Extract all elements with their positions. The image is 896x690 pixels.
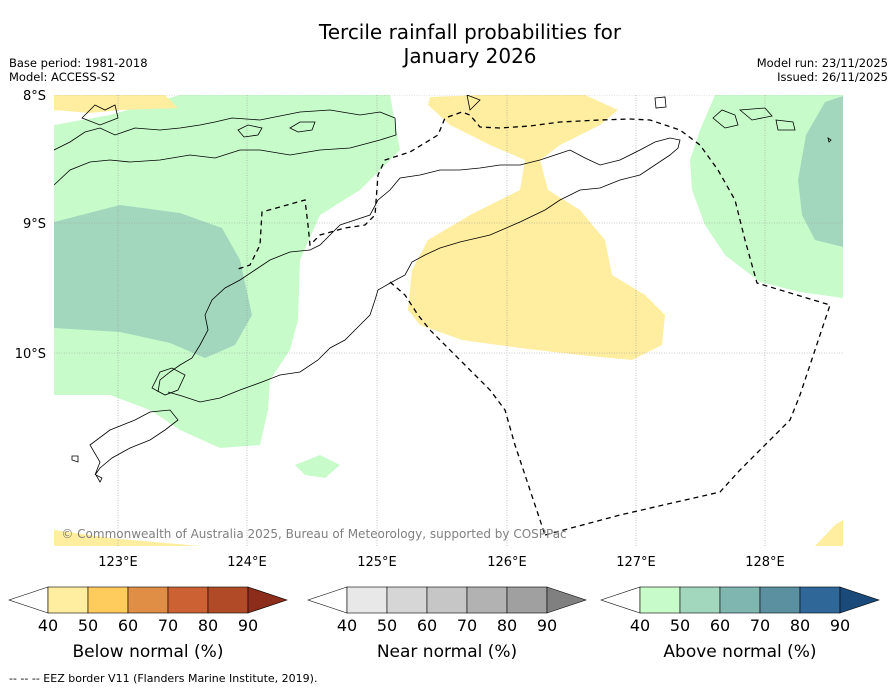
lat-label-8s: 8°S	[23, 89, 46, 104]
lat-label-10s: 10°S	[15, 347, 46, 362]
colorbar-tick: 70	[750, 616, 770, 635]
colorbar-extend-low	[8, 586, 49, 614]
colorbar-tick: 60	[417, 616, 437, 635]
lon-label-128e: 128°E	[745, 555, 785, 570]
colorbar-bin	[426, 586, 468, 614]
copyright-text: © Commonwealth of Australia 2025, Bureau…	[61, 527, 566, 541]
model-run: Model run: 23/11/2025	[756, 56, 888, 70]
colorbar-below-normal: 40 50 60 70 80 90 Below normal (%)	[8, 586, 288, 662]
above-normal-patch	[295, 455, 340, 478]
colorbar-bin	[167, 586, 209, 614]
colorbar-tick: 50	[377, 616, 397, 635]
colorbar-extend-high	[546, 586, 587, 614]
title-line-2: January 2026	[403, 44, 537, 68]
colorbar-tick: 60	[710, 616, 730, 635]
colorbar-label: Below normal (%)	[73, 642, 224, 662]
colorbar-tick: 60	[118, 616, 138, 635]
colorbar-bin	[759, 586, 801, 614]
colorbar-tick: 40	[38, 616, 58, 635]
below-normal-nw	[54, 95, 178, 113]
title-line-1: Tercile rainfall probabilities for	[318, 20, 622, 44]
below-normal-sw	[54, 530, 200, 546]
colorbar-extend-high	[839, 586, 880, 614]
colorbar-tick: 90	[830, 616, 850, 635]
colorbar-bin	[87, 586, 129, 614]
colorbar-bin	[207, 586, 249, 614]
model-name: Model: ACCESS-S2	[9, 70, 116, 84]
colorbar-bin	[679, 586, 721, 614]
colorbar-bin	[346, 586, 388, 614]
colorbar-bin	[47, 586, 89, 614]
probability-map	[54, 95, 843, 546]
map-title: Tercile rainfall probabilities for Janua…	[0, 20, 896, 68]
colorbar-bin	[386, 586, 428, 614]
below-normal-se	[815, 520, 843, 546]
colorbar-tick: 40	[630, 616, 650, 635]
above-normal-60-west	[54, 205, 252, 358]
below-normal-north	[408, 95, 665, 360]
colorbar-label: Near normal (%)	[377, 642, 517, 662]
colorbar-tick: 80	[790, 616, 810, 635]
colorbar-tick: 40	[337, 616, 357, 635]
meta-left: Base period: 1981-2018 Model: ACCESS-S2	[9, 56, 148, 84]
colorbar-tick: 50	[670, 616, 690, 635]
meta-right: Model run: 23/11/2025 Issued: 26/11/2025	[757, 56, 888, 84]
colorbar-extend-low	[600, 586, 641, 614]
lon-label-125e: 125°E	[357, 555, 397, 570]
colorbar-bin	[719, 586, 761, 614]
colorbar-bin	[799, 586, 841, 614]
colorbar-tick: 70	[158, 616, 178, 635]
colorbar-tick: 70	[457, 616, 477, 635]
colorbar-tick: 90	[238, 616, 258, 635]
colorbar-bin	[466, 586, 508, 614]
lon-label-123e: 123°E	[98, 555, 138, 570]
colorbar-tick: 50	[78, 616, 98, 635]
colorbar-extend-high	[247, 586, 288, 614]
colorbar-tick: 80	[497, 616, 517, 635]
colorbar-near-normal: 40 50 60 70 80 90 Near normal (%)	[307, 586, 587, 662]
issued-date: Issued: 26/11/2025	[777, 70, 888, 84]
colorbar-label: Above normal (%)	[663, 642, 816, 662]
lon-label-126e: 126°E	[487, 555, 527, 570]
coastlines	[54, 95, 832, 483]
eez-border	[234, 111, 831, 536]
lat-label-9s: 9°S	[23, 217, 46, 232]
lon-label-124e: 124°E	[227, 555, 267, 570]
eez-footnote: -- -- -- EEZ border V11 (Flanders Marine…	[9, 672, 318, 685]
colorbar-tick: 90	[537, 616, 557, 635]
colorbar-bin	[506, 586, 548, 614]
colorbar-bin	[639, 586, 681, 614]
colorbar-bin	[127, 586, 169, 614]
colorbar-tick: 80	[198, 616, 218, 635]
colorbar-extend-low	[307, 586, 348, 614]
colorbar-above-normal: 40 50 60 70 80 90 Above normal (%)	[600, 586, 880, 662]
above-normal-60-east	[798, 96, 843, 247]
gridlines	[54, 95, 843, 546]
base-period: Base period: 1981-2018	[9, 56, 148, 70]
lon-label-127e: 127°E	[616, 555, 656, 570]
